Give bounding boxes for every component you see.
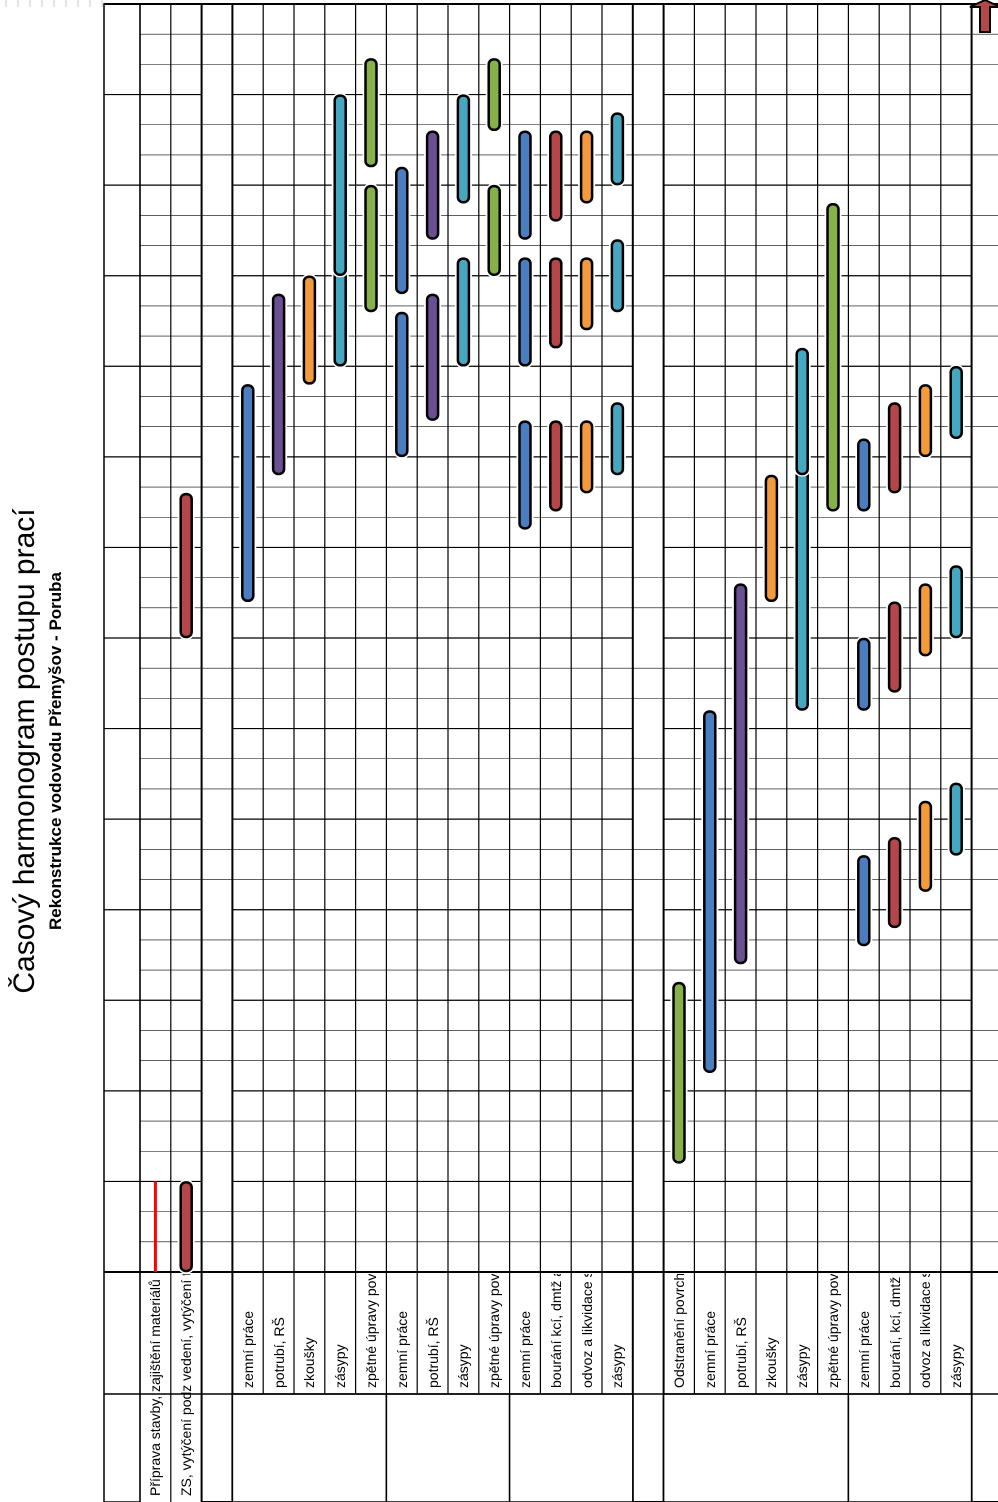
gantt-bar-red [547,256,565,350]
gantt-bar-purple [270,292,288,477]
gantt-bar-orange [916,582,934,658]
gantt-bar-teal [793,437,811,712]
gantt-bar-green [824,201,842,513]
group-cell [662,1393,850,1502]
gantt-bar-teal [793,346,811,477]
gantt-bar-red [547,129,565,223]
gantt-bar-orange [578,419,596,495]
gantt-bar-teal [608,401,626,477]
section-row [631,3,665,1502]
group-cell [508,1393,634,1502]
gantt-bar-blue [516,419,534,531]
gantt-bar-red [886,835,904,930]
gantt-bar-blue [393,310,411,459]
gantt-bar-orange [578,256,596,332]
gantt-bar-green [362,183,380,314]
gantt-bar-red [886,401,904,495]
gantt-bar-green [485,56,503,133]
gantt-bar-teal [608,237,626,314]
gantt-bar-orange [916,382,934,459]
gantt-bar-orange [578,129,596,205]
gantt-bar-blue [855,437,873,513]
gantt-bar-red [886,600,904,694]
gantt-bar-teal [947,364,965,441]
gantt-bar-teal [454,256,472,368]
gantt-bar-red [547,419,565,513]
gantt-bar-orange [300,274,318,386]
gantt-bar-purple [424,292,442,423]
gantt-bar-blue [855,636,873,712]
gantt-bar-teal [331,256,349,368]
gantt-bar-blue [855,853,873,948]
gantt-bar-purple [424,129,442,241]
group-cell [847,1393,973,1502]
gantt-bar-red [177,1179,195,1274]
gantt-bar-teal [947,564,965,640]
gantt-bar-teal [454,93,472,205]
gantt-bar-teal [947,781,965,857]
gantt-bar-green [670,980,688,1165]
gantt-bar-green [362,56,380,169]
section-row [200,3,234,1502]
gantt-bar-teal [608,111,626,187]
gantt-bar-blue [516,256,534,368]
up-arrow-icon [969,0,998,33]
gantt-bar-purple [732,582,750,966]
gantt-bar-green [485,183,503,278]
gantt-bar-blue [701,708,719,1075]
gantt-bar-blue [393,165,411,296]
gantt-bar-teal [331,93,349,278]
gantt-bar-red [177,491,195,640]
section-row [970,3,998,1502]
group-cell [231,1393,388,1502]
gantt-bar-orange [762,473,780,604]
group-cell [385,1393,511,1502]
gantt-bar-blue [239,382,257,604]
gantt-bar-blue [516,129,534,241]
gantt-bar-orange [916,799,934,894]
header-band [103,3,141,1502]
